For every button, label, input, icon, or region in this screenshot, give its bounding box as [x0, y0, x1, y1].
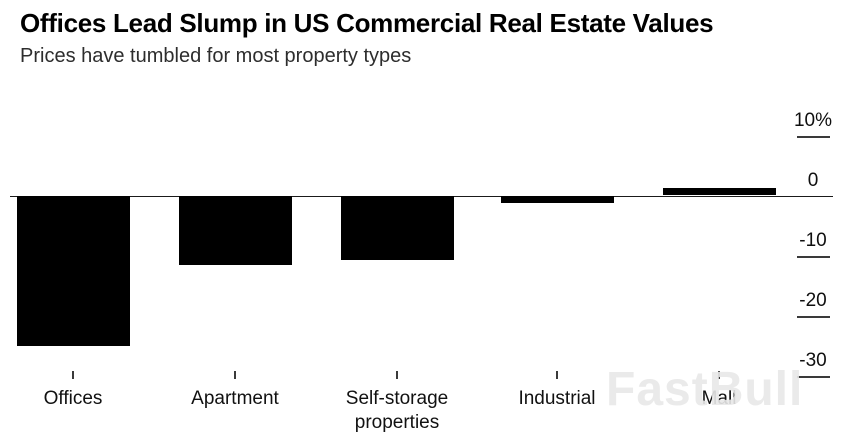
- y-axis-label-0: 0: [807, 169, 819, 191]
- bar-offices: [16, 195, 130, 346]
- y-axis-label--30: -30: [799, 349, 827, 371]
- bar-self-storage-properties: [340, 195, 454, 260]
- bar-apartment: [178, 195, 292, 266]
- x-axis-label-mall: Mall: [701, 388, 737, 409]
- x-axis-label-offices: Offices: [43, 388, 103, 409]
- y-axis-tick: [797, 135, 830, 138]
- bar-industrial: [500, 195, 614, 203]
- x-axis-label-apartment: Apartment: [191, 388, 279, 409]
- x-axis-tick-mall: [718, 371, 720, 379]
- y-axis-tick: [797, 315, 830, 318]
- y-axis-tick: [797, 375, 830, 378]
- x-axis-tick-apartment: [234, 371, 236, 379]
- y-axis-label-10-: 10%: [793, 109, 833, 131]
- chart-title: Offices Lead Slump in US Commercial Real…: [20, 8, 714, 38]
- x-axis-label-industrial: Industrial: [518, 388, 596, 409]
- y-axis-tick: [797, 255, 830, 258]
- x-axis-tick-self-storage-properties: [396, 371, 398, 379]
- x-axis-tick-offices: [72, 371, 74, 379]
- chart-subtitle: Prices have tumbled for most property ty…: [20, 45, 412, 67]
- y-axis-label--20: -20: [799, 289, 827, 311]
- bar-mall: [662, 187, 776, 196]
- x-axis-tick-industrial: [556, 371, 558, 379]
- x-axis-label-self-storage-properties: Self-storage properties: [345, 388, 449, 433]
- y-axis-label--10: -10: [799, 229, 827, 251]
